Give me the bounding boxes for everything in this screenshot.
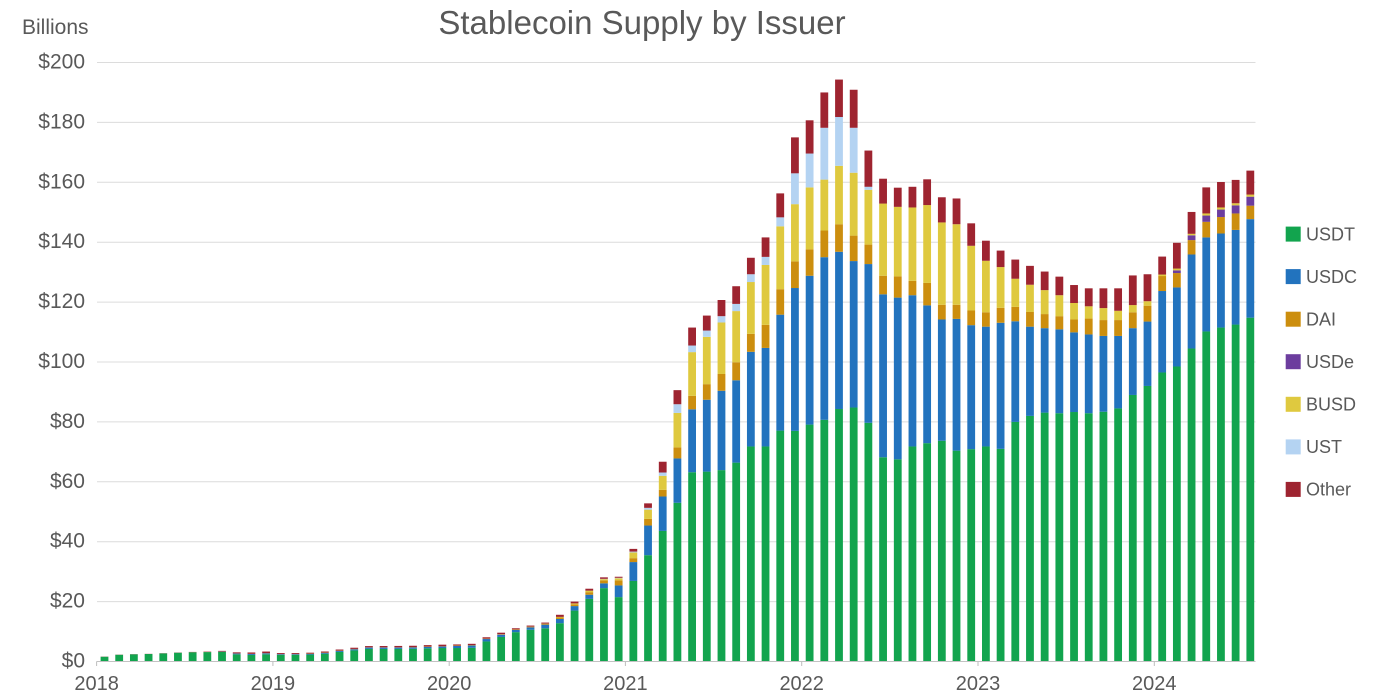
- svg-text:$40: $40: [50, 530, 85, 553]
- svg-text:2020: 2020: [427, 673, 472, 695]
- svg-text:$60: $60: [50, 470, 85, 493]
- svg-text:$200: $200: [38, 51, 85, 74]
- svg-text:2023: 2023: [956, 673, 1001, 695]
- svg-text:DAI: DAI: [1306, 309, 1336, 329]
- svg-text:USDT: USDT: [1306, 224, 1355, 244]
- svg-text:Billions: Billions: [22, 16, 89, 39]
- svg-text:$0: $0: [62, 650, 85, 673]
- svg-text:USDe: USDe: [1306, 352, 1354, 372]
- svg-text:$180: $180: [38, 110, 85, 133]
- svg-text:2021: 2021: [603, 673, 648, 695]
- svg-text:$20: $20: [50, 590, 85, 613]
- svg-text:Other: Other: [1306, 480, 1351, 500]
- svg-text:$160: $160: [38, 170, 85, 193]
- svg-text:USDC: USDC: [1306, 267, 1357, 287]
- svg-text:UST: UST: [1306, 437, 1342, 457]
- svg-text:$120: $120: [38, 290, 85, 313]
- svg-text:2019: 2019: [251, 673, 296, 695]
- svg-text:2022: 2022: [779, 673, 824, 695]
- svg-text:BUSD: BUSD: [1306, 395, 1356, 415]
- svg-text:Stablecoin Supply by Issuer: Stablecoin Supply by Issuer: [438, 4, 845, 41]
- svg-text:2024: 2024: [1132, 673, 1177, 695]
- svg-text:2018: 2018: [74, 673, 119, 695]
- svg-text:$80: $80: [50, 410, 85, 433]
- svg-text:$140: $140: [38, 230, 85, 253]
- svg-text:$100: $100: [38, 350, 85, 373]
